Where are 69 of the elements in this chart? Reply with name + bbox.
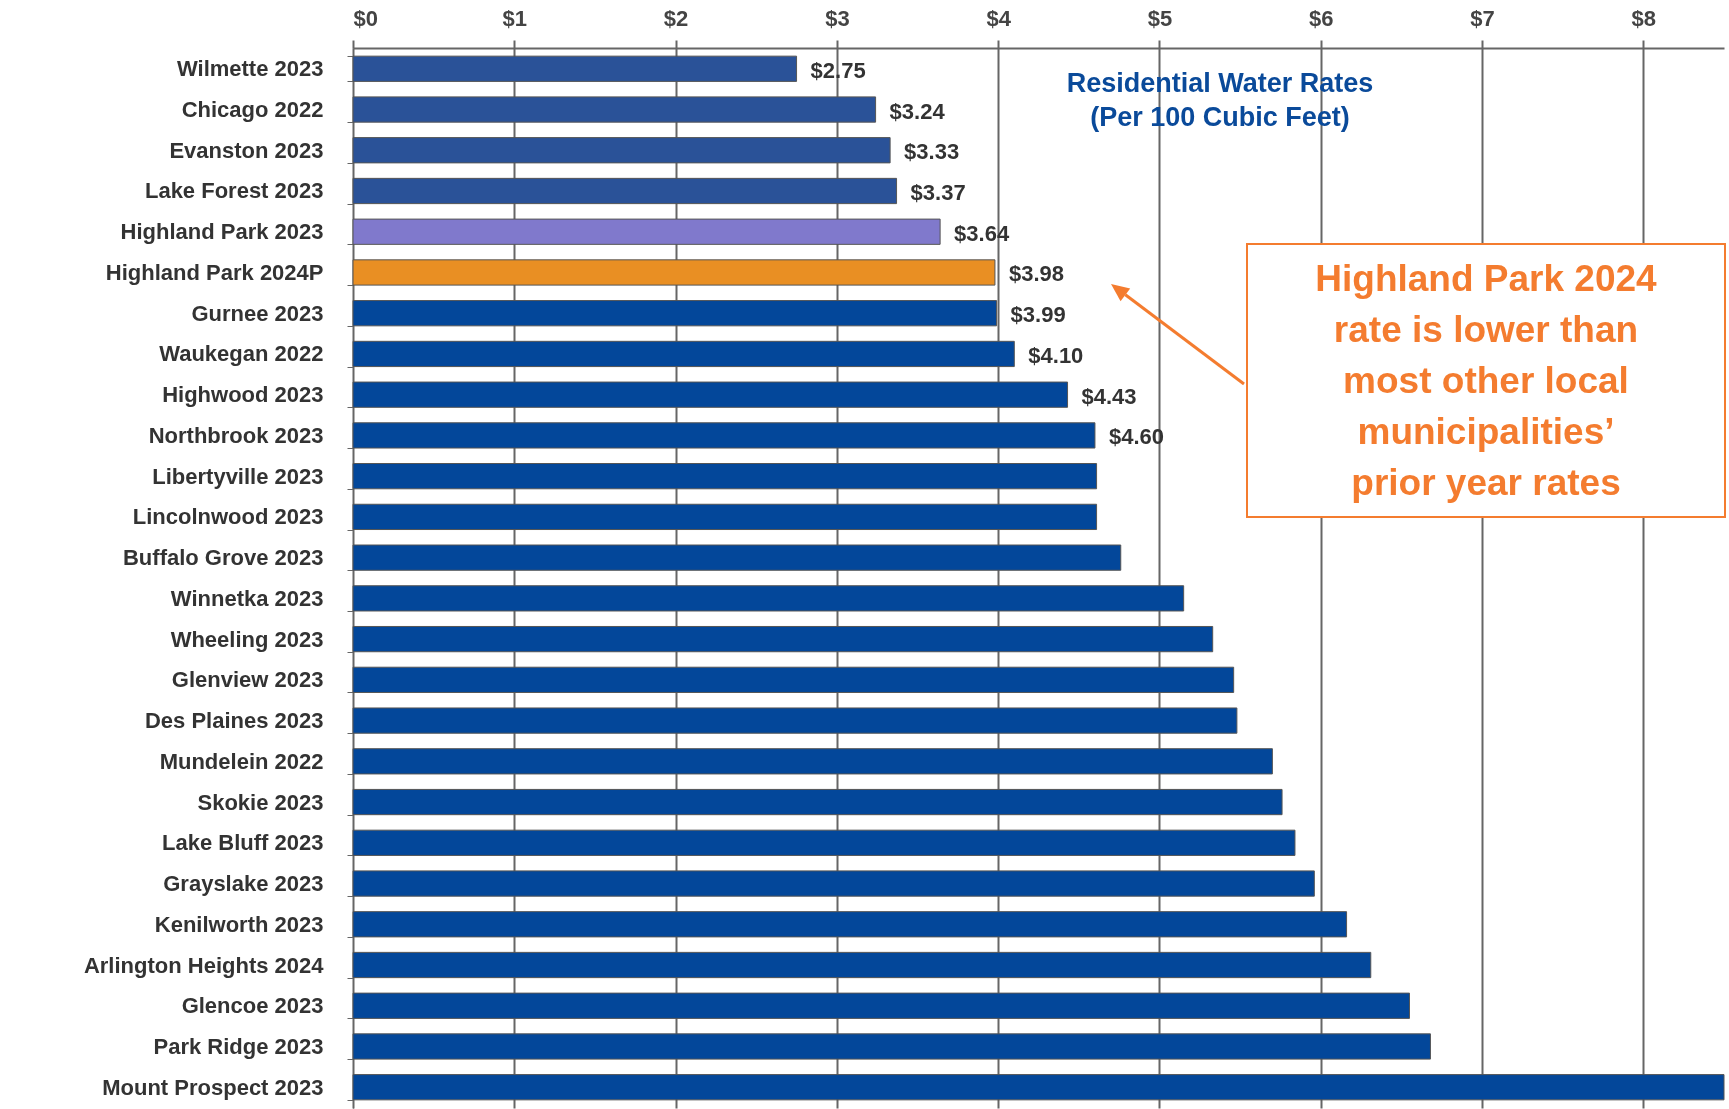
bar xyxy=(352,707,1238,734)
bar xyxy=(352,585,1185,612)
bar xyxy=(352,1033,1431,1060)
x-tick-label: $8 xyxy=(1631,5,1657,31)
y-tick-label: Evanston 2023 xyxy=(169,137,324,163)
bar xyxy=(352,788,1283,816)
x-tick-label: $7 xyxy=(1470,5,1495,31)
bar xyxy=(352,544,1122,571)
y-tick-label: Highland Park 2024P xyxy=(105,259,324,285)
data-label: $3.99 xyxy=(1010,302,1066,328)
bar xyxy=(352,1074,1725,1101)
bar xyxy=(352,625,1214,653)
y-tick-label: Grayslake 2023 xyxy=(163,871,324,897)
x-tick-label: $5 xyxy=(1147,5,1173,31)
data-label: $3.24 xyxy=(889,98,946,124)
y-tick-label: Winnetka 2023 xyxy=(170,585,324,611)
x-tick-label: $4 xyxy=(986,5,1012,31)
bar xyxy=(352,748,1273,775)
y-tick-label: Waukegan 2022 xyxy=(159,341,324,367)
y-tick-label: Park Ridge 2023 xyxy=(153,1033,324,1059)
x-tick-label: $2 xyxy=(663,5,689,31)
x-tick-label: $1 xyxy=(502,5,528,31)
y-tick-label: Northbrook 2023 xyxy=(148,422,324,448)
y-tick-label: Mount Prospect 2023 xyxy=(102,1074,324,1100)
y-tick-label: Chicago 2022 xyxy=(181,97,324,123)
bar xyxy=(352,951,1372,979)
bar xyxy=(352,503,1098,531)
y-tick-label: Highwood 2023 xyxy=(162,382,324,408)
bar xyxy=(352,992,1410,1019)
y-tick-label: Skokie 2023 xyxy=(197,789,324,815)
x-tick-label: $6 xyxy=(1309,5,1334,31)
y-tick-label: Glenview 2023 xyxy=(171,667,324,693)
y-tick-label: Highland Park 2023 xyxy=(120,219,324,245)
bar xyxy=(352,666,1235,693)
x-tick-label: $3 xyxy=(825,5,850,31)
bar xyxy=(352,463,1098,490)
y-tick-label: Wheeling 2023 xyxy=(170,626,324,652)
data-label: $4.10 xyxy=(1028,342,1084,368)
y-tick-label: Lake Forest 2023 xyxy=(144,178,324,204)
bar xyxy=(352,96,877,123)
bar xyxy=(352,177,898,205)
data-label: $3.33 xyxy=(904,139,960,165)
bar xyxy=(352,55,798,82)
y-tick-label: Lincolnwood 2023 xyxy=(132,504,324,530)
data-label: $4.43 xyxy=(1081,383,1137,409)
bar xyxy=(352,340,1015,368)
y-tick-label: Buffalo Grove 2023 xyxy=(122,545,324,571)
y-tick-label: Arlington Heights 2024 xyxy=(83,952,325,978)
bar xyxy=(352,259,996,286)
bar xyxy=(352,829,1296,856)
y-tick-label: Glencoe 2023 xyxy=(181,993,324,1019)
x-tick-label: $0 xyxy=(353,5,378,31)
bar xyxy=(352,381,1069,408)
y-tick-label: Wilmette 2023 xyxy=(176,56,324,82)
y-tick-label: Kenilworth 2023 xyxy=(154,911,324,937)
bar xyxy=(352,911,1348,938)
bar xyxy=(352,218,941,245)
bar xyxy=(352,422,1096,449)
y-tick-label: Lake Bluff 2023 xyxy=(162,830,324,856)
data-label: $3.98 xyxy=(1008,261,1065,287)
bar xyxy=(352,870,1315,897)
data-label: $3.37 xyxy=(910,179,966,205)
y-tick-label: Gurnee 2023 xyxy=(191,300,324,326)
y-tick-label: Mundelein 2022 xyxy=(159,748,324,774)
y-tick-label: Des Plaines 2023 xyxy=(144,708,324,734)
callout-box: Highland Park 2024 rate is lower than most other local municipalities’ prior year rates xyxy=(1246,243,1726,518)
y-tick-label: Libertyville 2023 xyxy=(152,463,324,489)
bar xyxy=(352,137,891,164)
bar xyxy=(352,300,998,327)
